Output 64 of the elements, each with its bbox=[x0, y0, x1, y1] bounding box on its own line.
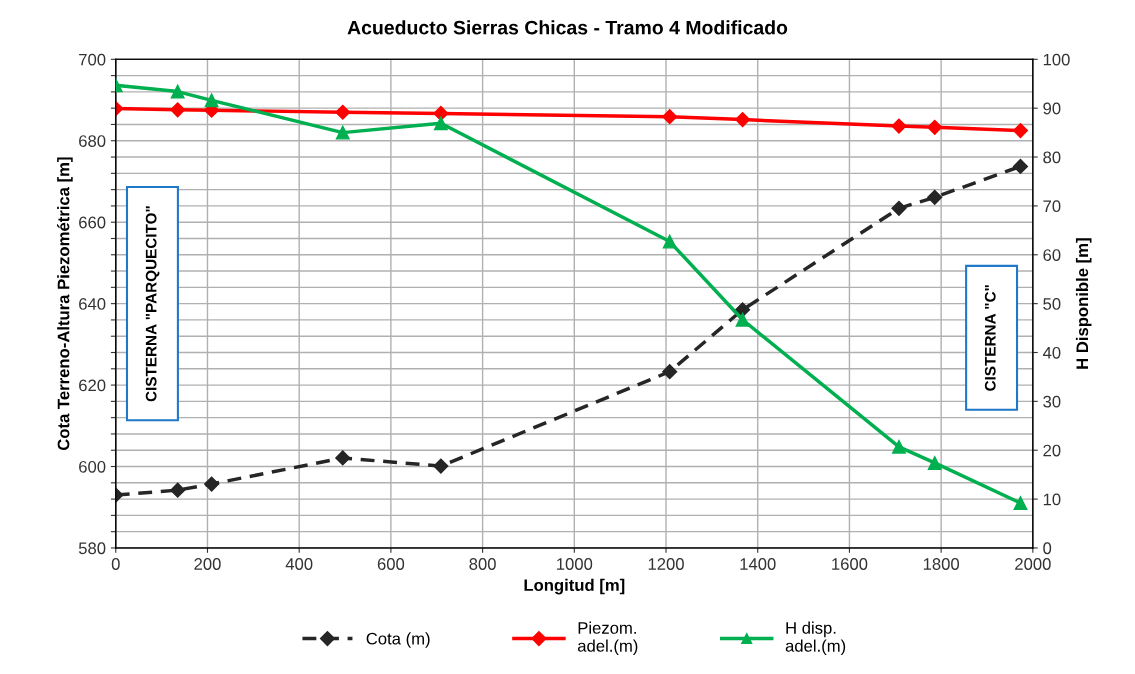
y-tick-label: 580 bbox=[78, 542, 106, 555]
point bbox=[891, 118, 907, 134]
x-tick-label: 400 bbox=[285, 558, 313, 570]
y-tick-label: 640 bbox=[79, 298, 106, 310]
annotation: CISTERNA "PARQUECITO" bbox=[145, 206, 160, 402]
point bbox=[335, 450, 351, 466]
y-tick-label: 600 bbox=[79, 460, 106, 473]
point bbox=[927, 119, 943, 135]
y2-tick-label: 90 bbox=[1043, 102, 1061, 115]
point bbox=[1013, 496, 1028, 510]
point bbox=[204, 93, 219, 108]
point bbox=[735, 302, 751, 318]
x-tick-label: 1600 bbox=[832, 558, 868, 570]
y-tick-label: 660 bbox=[79, 216, 106, 229]
point bbox=[335, 104, 351, 120]
y-tick-label: 620 bbox=[79, 379, 106, 392]
point bbox=[170, 102, 186, 118]
x-tick-label: 800 bbox=[469, 558, 496, 570]
y2-tick-label: 0 bbox=[1043, 542, 1052, 555]
point bbox=[170, 482, 186, 498]
y2-tick-label: 30 bbox=[1043, 395, 1061, 408]
point bbox=[170, 84, 185, 99]
x-axis-title: Longitud [m] bbox=[524, 578, 625, 595]
legend-label: Piezom. adel.(m) bbox=[577, 621, 638, 656]
point bbox=[1012, 123, 1029, 139]
point bbox=[433, 116, 448, 131]
y2-tick-label: 20 bbox=[1043, 444, 1061, 457]
point bbox=[662, 109, 678, 125]
x-tick-label: 1400 bbox=[740, 558, 776, 570]
chart-title: Acueducto Sierras Chicas - Tramo 4 Modificado bbox=[347, 20, 788, 35]
y2-tick-label: 60 bbox=[1043, 249, 1061, 261]
legend-label: H disp. adel.(m) bbox=[785, 621, 846, 656]
y2-axis-title: H Disponible [m] bbox=[1075, 238, 1092, 369]
point bbox=[735, 312, 750, 327]
point bbox=[891, 200, 907, 216]
point bbox=[662, 234, 677, 249]
point bbox=[433, 105, 449, 122]
x-tick-label: 1200 bbox=[648, 558, 684, 570]
y-tick-label: 700 bbox=[79, 53, 106, 66]
y-tick-label: 680 bbox=[79, 135, 106, 147]
y2-tick-label: 80 bbox=[1043, 151, 1061, 164]
y2-tick-label: 70 bbox=[1043, 200, 1061, 213]
y2-tick-label: 50 bbox=[1043, 298, 1061, 310]
y-axis-title: Cota Terreno-Altura Piezométrica [m] bbox=[57, 157, 73, 451]
y2-tick-label: 40 bbox=[1042, 346, 1061, 359]
y2-tick-label: 10 bbox=[1043, 493, 1061, 506]
point bbox=[662, 364, 678, 380]
point bbox=[927, 455, 942, 470]
x-tick-label: 600 bbox=[377, 558, 405, 570]
x-tick-label: 1000 bbox=[557, 558, 593, 570]
point bbox=[735, 112, 751, 128]
x-tick-label: 0 bbox=[111, 558, 120, 570]
x-tick-label: 2000 bbox=[1015, 558, 1051, 570]
point bbox=[927, 189, 943, 205]
x-tick-label: 200 bbox=[194, 558, 221, 570]
point bbox=[1012, 158, 1029, 174]
point bbox=[433, 458, 449, 474]
point bbox=[335, 125, 350, 140]
annotation: CISTERNA "C" bbox=[984, 285, 996, 391]
point bbox=[892, 439, 906, 454]
point bbox=[204, 476, 220, 492]
x-tick-label: 1800 bbox=[923, 558, 960, 570]
legend-label: Cota (m) bbox=[366, 632, 430, 648]
y2-tick-label: 100 bbox=[1043, 53, 1070, 66]
